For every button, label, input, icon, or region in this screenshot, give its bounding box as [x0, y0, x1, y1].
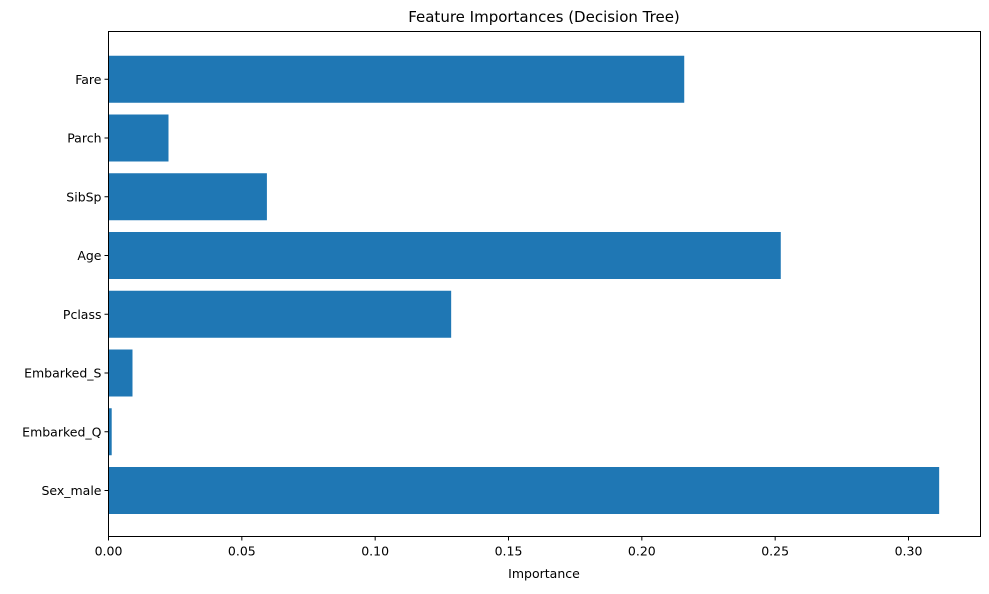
y-axis-ticks: Sex_male Embarked_Q Embarked_S Pclass Age Sib…: [22, 72, 109, 498]
bar-parch: [108, 114, 169, 162]
y-tick-label: Fare: [75, 72, 102, 87]
y-tick-label: Embarked_Q: [22, 424, 101, 439]
x-tick-label: 0.15: [495, 544, 523, 559]
plot-frame: [108, 31, 981, 537]
bar-sex-male: [108, 467, 940, 514]
bar-sibsp: [108, 173, 267, 221]
bar-age: [108, 232, 781, 279]
chart-title: Feature Importances (Decision Tree): [408, 8, 680, 26]
y-tick-label: Embarked_S: [24, 366, 101, 381]
x-tick-label: 0.30: [895, 544, 923, 559]
y-tick-label: Parch: [67, 131, 101, 146]
bars-group: [108, 55, 940, 514]
x-tick-label: 0.10: [361, 544, 389, 559]
bar-embarked-q: [108, 408, 112, 456]
bar-pclass: [108, 290, 452, 338]
x-tick-label: 0.25: [761, 544, 789, 559]
y-tick-label: Pclass: [63, 307, 102, 322]
x-tick-label: 0.20: [628, 544, 656, 559]
bar-embarked-s: [108, 349, 133, 397]
y-tick-label: Age: [77, 248, 101, 263]
x-axis-label: Importance: [508, 566, 580, 581]
y-tick-label: Sex_male: [41, 483, 101, 498]
x-tick-label: 0.00: [95, 544, 123, 559]
x-tick-label: 0.05: [228, 544, 256, 559]
y-tick-label: SibSp: [66, 189, 101, 204]
bar-fare: [108, 55, 685, 103]
x-axis-ticks: 0.00 0.05 0.10 0.15 0.20 0.25 0.30: [95, 536, 923, 559]
